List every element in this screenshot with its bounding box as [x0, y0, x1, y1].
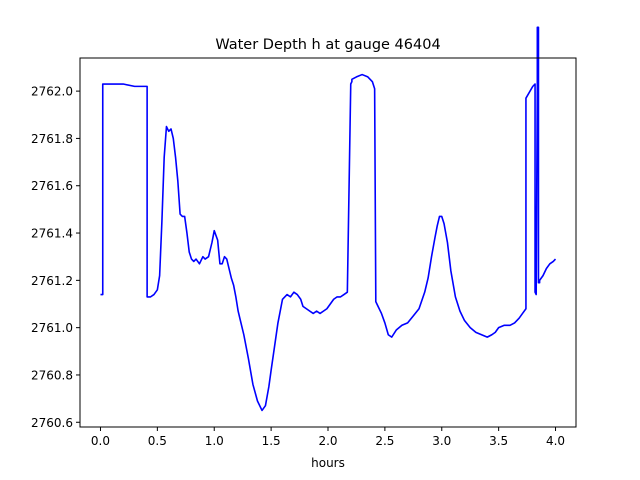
x-tick-label: 2.0 [318, 434, 337, 448]
x-tick-label: 1.0 [205, 434, 224, 448]
x-tick-label: 0.5 [148, 434, 167, 448]
axes-frame [79, 57, 577, 428]
x-axis-ticks: 0.0 0.5 1.0 1.5 2.0 2.5 3.0 3.5 4.0 [91, 427, 565, 448]
x-tick-label: 1.5 [262, 434, 281, 448]
y-tick-label: 2760.6 [31, 416, 73, 430]
y-tick-label: 2762.0 [31, 85, 73, 99]
y-tick-label: 2761.6 [31, 179, 73, 193]
chart-title: Water Depth h at gauge 46404 [215, 37, 440, 53]
y-axis-ticks: 2760.6 2760.8 2761.0 2761.2 2761.4 2761.6 2761… [31, 85, 80, 430]
series-line [100, 26, 557, 412]
x-tick-label: 3.0 [432, 434, 451, 448]
y-tick-label: 2761.2 [31, 274, 73, 288]
x-axis-label: hours [311, 456, 345, 470]
y-tick-label: 2760.8 [31, 368, 73, 382]
x-tick-label: 3.5 [489, 434, 508, 448]
y-tick-label: 2761.4 [31, 227, 73, 241]
x-tick-label: 4.0 [546, 434, 565, 448]
x-tick-label: 2.5 [375, 434, 394, 448]
plot-area [100, 26, 557, 412]
x-tick-label: 0.0 [91, 434, 110, 448]
y-tick-label: 2761.0 [31, 321, 73, 335]
y-tick-label: 2761.8 [31, 132, 73, 146]
